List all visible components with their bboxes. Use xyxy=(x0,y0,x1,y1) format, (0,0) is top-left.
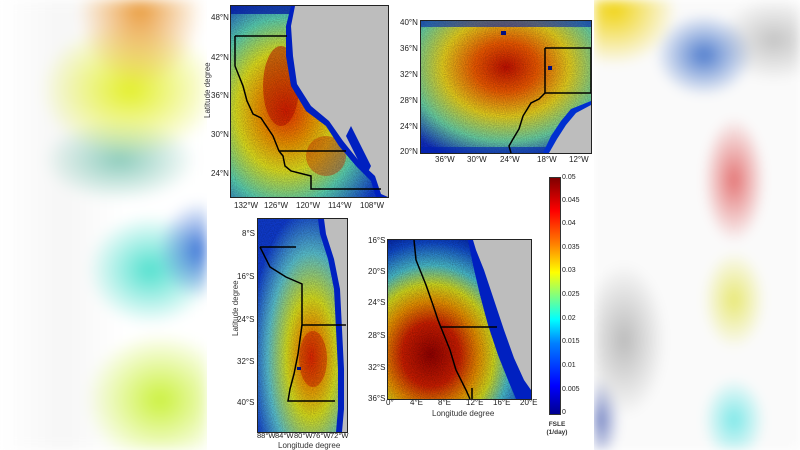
y-tick: 36°S xyxy=(368,394,386,403)
colorbar-tick: 0.01 xyxy=(562,362,576,369)
x-tick: 36°W xyxy=(435,155,455,164)
x-axis-label: Longitude degree xyxy=(278,441,341,450)
y-axis-label: Latitude degree xyxy=(203,62,212,118)
colorbar-tick: 0.035 xyxy=(562,244,580,251)
y-axis-label: Latitude degree xyxy=(231,280,240,336)
x-tick: 0° xyxy=(386,398,394,407)
y-tick: 24°N xyxy=(211,169,229,178)
x-tick: 88°W xyxy=(257,431,276,440)
y-tick: 8°S xyxy=(242,229,255,238)
map-california xyxy=(230,5,389,198)
x-tick: 18°W xyxy=(537,155,557,164)
colorbar-tick: 0.04 xyxy=(562,220,576,227)
colorbar-tick: 0.045 xyxy=(562,197,580,204)
y-tick: 20°S xyxy=(368,267,386,276)
colorbar-tick: 0.05 xyxy=(562,174,576,181)
colorbar-tick: 0.015 xyxy=(562,338,580,345)
y-tick: 42°N xyxy=(211,53,229,62)
y-tick: 24°S xyxy=(368,298,386,307)
colorbar-unit: (1/day) xyxy=(546,429,568,436)
colorbar-tick: 0.02 xyxy=(562,315,576,322)
x-tick: 72°W xyxy=(330,431,349,440)
y-tick: 48°N xyxy=(211,13,229,22)
y-tick: 16°S xyxy=(368,236,386,245)
blurred-background-right xyxy=(594,0,800,450)
colorbar xyxy=(549,177,561,415)
y-tick: 36°N xyxy=(211,91,229,100)
y-tick: 24°S xyxy=(237,315,255,324)
y-tick: 16°S xyxy=(237,272,255,281)
y-tick: 24°N xyxy=(400,122,418,131)
x-tick: 114°W xyxy=(328,201,352,210)
x-tick: 24°W xyxy=(500,155,520,164)
y-tick: 28°N xyxy=(400,96,418,105)
x-tick: 30°W xyxy=(467,155,487,164)
y-tick: 32°S xyxy=(237,357,255,366)
x-tick: 12°E xyxy=(466,398,484,407)
x-tick: 108°W xyxy=(360,201,385,210)
x-tick: 4°E xyxy=(410,398,423,407)
x-tick: 80°W xyxy=(294,431,313,440)
x-tick: 16°E xyxy=(493,398,511,407)
x-tick: 84°W xyxy=(275,431,294,440)
x-tick: 126°W xyxy=(264,201,289,210)
colorbar-tick: 0.025 xyxy=(562,291,580,298)
y-tick: 40°N xyxy=(400,18,418,27)
x-tick: 76°W xyxy=(312,431,331,440)
x-axis-label: Longitude degree xyxy=(432,409,495,418)
y-tick: 40°S xyxy=(237,398,255,407)
x-tick: 120°W xyxy=(296,201,321,210)
x-tick: 20°E xyxy=(520,398,538,407)
map-benguela xyxy=(387,239,532,400)
map-canary xyxy=(420,20,592,154)
blurred-background-left xyxy=(0,0,207,450)
y-tick: 32°S xyxy=(368,363,386,372)
colorbar-tick: 0 xyxy=(562,409,566,416)
map-humboldt xyxy=(257,218,348,433)
x-tick: 12°W xyxy=(569,155,589,164)
y-tick: 32°N xyxy=(400,70,418,79)
colorbar-tick: 0.005 xyxy=(562,386,580,393)
y-tick: 28°S xyxy=(368,331,386,340)
y-tick: 30°N xyxy=(211,130,229,139)
colorbar-tick: 0.03 xyxy=(562,267,576,274)
x-tick: 8°E xyxy=(438,398,451,407)
colorbar-title: FSLE xyxy=(548,421,566,428)
y-tick: 20°N xyxy=(400,147,418,156)
x-tick: 132°W xyxy=(234,201,259,210)
y-tick: 36°N xyxy=(400,44,418,53)
